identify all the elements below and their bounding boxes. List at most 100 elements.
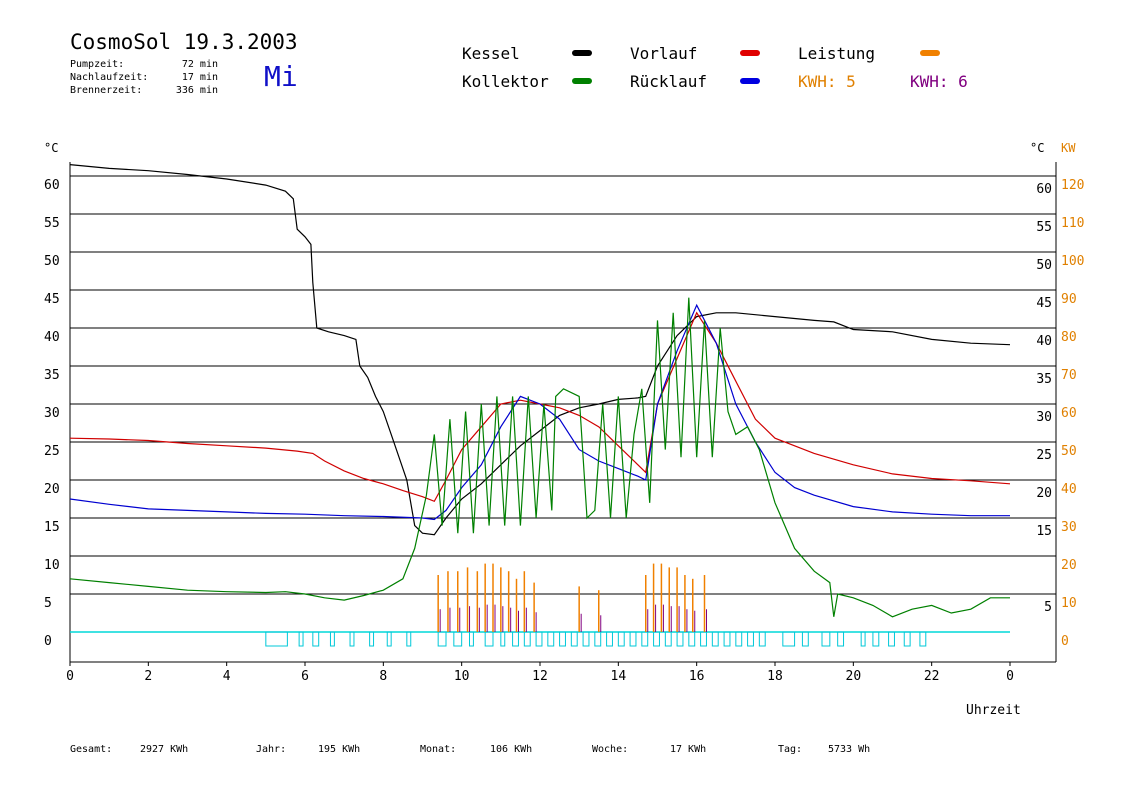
legend-leistung-swatch [920,50,940,56]
pump-on-mark [349,631,355,647]
y-left-tick-label: 45 [44,292,60,307]
pump-on-mark [512,631,519,647]
pump-on-mark [821,631,831,647]
footer-jahr-value: 195 KWh [318,744,361,755]
footer-tag-label: Tag: [778,744,803,755]
pump-on-mark [437,631,447,647]
series-line-kollektor [69,297,1010,618]
series-line-vorlauf [69,311,1011,503]
x-tick-label: 0 [66,669,74,684]
x-tick-label: 12 [532,669,548,684]
pump-on-mark [641,631,649,647]
pump-on-mark [523,631,531,647]
x-tick-label: 4 [223,669,231,684]
y-right-power-tick-label: 70 [1061,368,1077,383]
footer-tag-value: 5733 Wh [828,744,871,755]
y-left-tick-label: 40 [44,330,60,345]
y-right-power-tick-label: 40 [1061,482,1077,497]
footer-jahr-label: Jahr: [256,744,287,755]
footer-monat-value: 106 KWh [490,744,533,755]
pump-on-mark [711,631,719,647]
series-line-rücklauf [69,303,1010,521]
x-tick-label: 8 [379,669,387,684]
y-right-temp-tick-label: 35 [1036,372,1052,387]
legend-vorlauf-swatch [740,50,760,56]
y-right-power-tick-label: 100 [1061,254,1084,269]
pump-on-mark [664,631,672,647]
footer-woche-label: Woche: [592,744,629,755]
pump-on-mark [617,631,625,647]
pump-on-mark [747,631,754,647]
legend-kollektor-label: Kollektor [462,72,549,91]
stat-value: 17 min [181,72,218,83]
stat-label: Brennerzeit: [70,85,143,96]
y-right-power-unit: KW [1061,141,1076,155]
pump-on-mark [919,631,927,647]
pump-on-mark [484,631,494,647]
pump-on-mark [629,631,637,647]
y-left-tick-label: 25 [44,444,60,459]
y-left-tick-label: 15 [44,520,60,535]
y-left-tick-label: 60 [44,178,60,193]
x-tick-label: 10 [454,669,470,684]
pump-on-mark [547,631,555,647]
legend-leistung-label: Leistung [798,44,876,63]
pump-on-mark [872,631,880,647]
legend-kessel-swatch [572,50,592,56]
stat-label: Nachlaufzeit: [70,72,149,83]
pump-on-mark [888,631,895,647]
pump-on-mark [265,631,288,647]
y-right-power-tick-label: 0 [1061,634,1069,649]
pump-on-mark [386,631,392,647]
pump-on-mark [860,631,866,647]
footer-monat-label: Monat: [420,744,457,755]
y-right-power-tick-label: 110 [1061,216,1084,231]
y-right-temp-tick-label: 25 [1036,448,1052,463]
y-right-power-tick-label: 50 [1061,444,1077,459]
y-right-temp-tick-label: 5 [1044,600,1052,615]
x-tick-label: 0 [1006,669,1014,684]
stat-values: 72 min 17 min 336 min [148,58,218,97]
y-right-temp-tick-label: 40 [1036,334,1052,349]
y-right-power-tick-label: 20 [1061,558,1077,573]
legend-ruecklauf-swatch [740,78,760,84]
pump-on-mark [298,631,304,647]
pump-on-mark [723,631,731,647]
pump-on-mark [782,631,796,647]
y-right-power-tick-label: 80 [1061,330,1077,345]
y-right-temp-tick-label: 15 [1036,524,1052,539]
x-tick-label: 20 [846,669,862,684]
pump-on-mark [801,631,809,647]
pump-on-mark [570,631,578,647]
legend-vorlauf-label: Vorlauf [630,44,698,63]
y-right-temp-tick-label: 55 [1036,220,1052,235]
x-tick-label: 6 [301,669,309,684]
pump-on-mark [369,631,375,647]
pump-on-mark [903,631,911,647]
page-title: CosmoSol 19.3.2003 [70,30,298,54]
pump-on-mark [500,631,506,647]
x-axis-label: Uhrzeit [966,703,1021,718]
legend-kwh1: KWH: 5 [798,72,856,91]
pump-on-mark [469,631,474,647]
y-left-tick-label: 35 [44,368,60,383]
legend-kwh2: KWH: 6 [910,72,968,91]
legend-ruecklauf-label: Rücklauf [630,72,708,91]
y-right-power-tick-label: 90 [1061,292,1077,307]
series-line-kessel [69,164,1011,536]
y-left-tick-label: 55 [44,216,60,231]
pump-on-mark [837,631,845,647]
y-right-temp-tick-label: 45 [1036,296,1052,311]
stat-value: 72 min [181,59,218,70]
pump-on-mark [594,631,602,647]
y-right-temp-tick-label: 30 [1036,410,1052,425]
x-tick-label: 14 [611,669,627,684]
pump-on-mark [535,631,543,647]
x-tick-label: 2 [144,669,152,684]
footer-gesamt-label: Gesamt: [70,744,113,755]
legend-kollektor-swatch [572,78,592,84]
x-tick-label: 22 [924,669,940,684]
footer-gesamt-value: 2927 KWh [140,744,189,755]
stat-label: Pumpzeit: [70,59,125,70]
